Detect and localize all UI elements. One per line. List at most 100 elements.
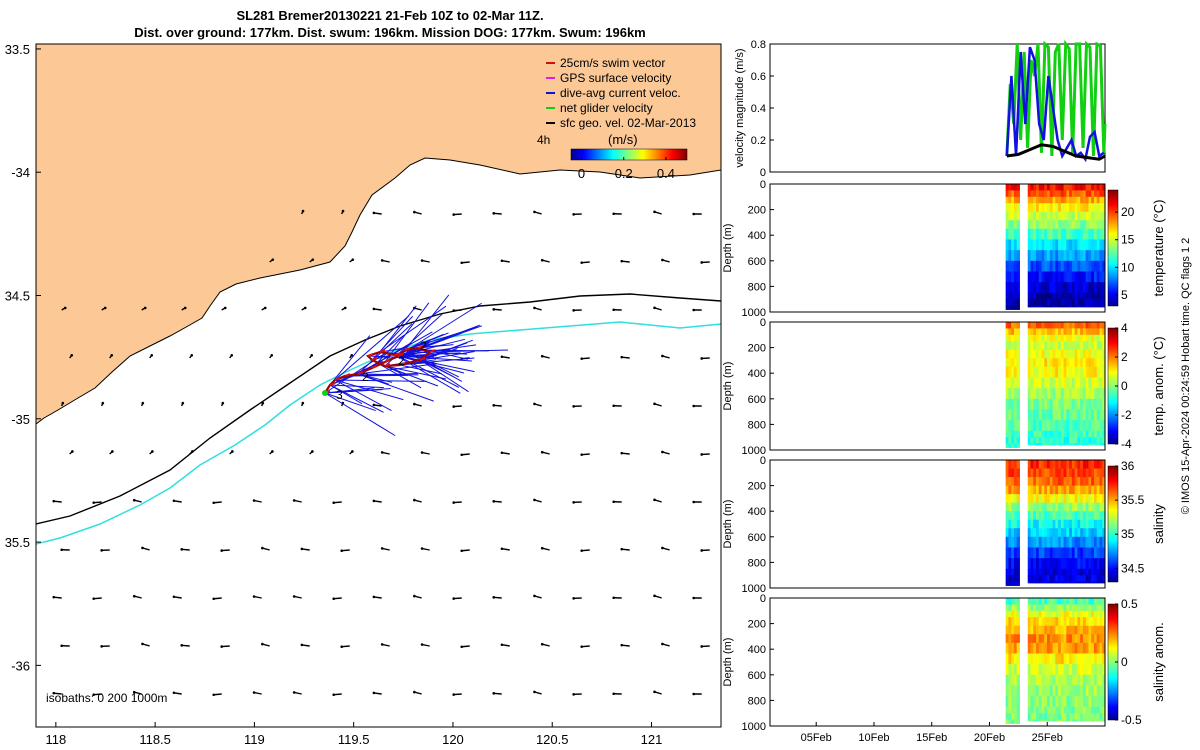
velocity-vector xyxy=(53,692,62,695)
section-cell xyxy=(1033,322,1037,329)
section-cell xyxy=(1060,305,1065,308)
section-cell xyxy=(1033,477,1037,487)
section-cell xyxy=(1011,485,1015,495)
section-cell xyxy=(1008,610,1012,618)
section-cell xyxy=(1096,468,1100,478)
section-cell xyxy=(1027,366,1031,378)
velocity-vector xyxy=(373,692,382,695)
section-cell xyxy=(1011,437,1015,445)
velocity-vector xyxy=(373,596,382,599)
section-cell xyxy=(1036,653,1040,665)
section-cell xyxy=(1085,388,1089,400)
velocity-vector-head xyxy=(92,693,96,696)
section-cell xyxy=(1044,528,1048,538)
section-cell xyxy=(1033,536,1037,548)
section-cell xyxy=(1096,598,1100,605)
section-cell xyxy=(1011,581,1015,586)
section-cell xyxy=(1085,536,1089,548)
velocity-vector-head xyxy=(653,690,656,694)
section-cell xyxy=(1044,558,1048,570)
section-cell xyxy=(1074,260,1078,272)
section-cell xyxy=(1044,519,1048,529)
section-cell xyxy=(1044,706,1048,714)
section-cell xyxy=(1008,617,1012,627)
section-cell xyxy=(1082,409,1087,421)
section-cell xyxy=(1093,190,1098,198)
section-cell xyxy=(1085,260,1089,272)
section-cell xyxy=(1082,625,1087,635)
section-cell xyxy=(1099,502,1103,512)
section-cell xyxy=(1027,220,1031,230)
section-cell xyxy=(1011,460,1015,470)
section-cell xyxy=(1077,377,1081,389)
section-cell xyxy=(1080,409,1084,421)
section-cell xyxy=(1013,358,1018,368)
section-cell xyxy=(1060,610,1065,618)
section-cell xyxy=(1085,610,1089,618)
section-cell xyxy=(1055,282,1059,294)
section-cell xyxy=(1102,203,1106,213)
dive-avg-current-vector xyxy=(324,392,396,437)
section-cell xyxy=(1080,610,1084,618)
map-x-tick-label: 118 xyxy=(45,732,66,747)
section-cell xyxy=(1102,305,1106,308)
depth-tick-label: 800 xyxy=(748,695,766,707)
section-cell xyxy=(1011,388,1015,400)
section-cell xyxy=(1049,377,1054,389)
section-cell xyxy=(1080,719,1084,722)
section-cell xyxy=(1074,485,1078,495)
section-cell xyxy=(1044,228,1048,240)
section-cell xyxy=(1102,409,1106,421)
section-cell xyxy=(1027,334,1031,342)
section-cell xyxy=(1063,685,1067,697)
section-cell xyxy=(1088,299,1092,307)
section-cell xyxy=(1052,653,1056,665)
section-cell xyxy=(1041,328,1045,336)
section-cell xyxy=(1047,260,1051,272)
section-cell xyxy=(1013,696,1018,708)
section-cell xyxy=(1080,617,1084,627)
section-cell xyxy=(1027,282,1031,294)
section-cell xyxy=(1058,334,1062,342)
section-cell xyxy=(1085,358,1089,368)
section-cell xyxy=(1069,685,1073,697)
section-cell xyxy=(1080,377,1084,389)
velocity-vector-head xyxy=(533,402,536,406)
section-cell xyxy=(1016,568,1020,576)
section-cell xyxy=(1013,437,1018,445)
section-cell xyxy=(1011,398,1015,410)
section-cell xyxy=(1063,228,1067,240)
section-cell xyxy=(1038,349,1043,359)
section-cell xyxy=(1063,485,1067,495)
section-cell xyxy=(1077,388,1081,400)
section-cell xyxy=(1027,485,1031,495)
section-cell xyxy=(1036,196,1040,204)
section-cell xyxy=(1060,468,1065,478)
section-cell xyxy=(1082,494,1087,504)
section-cell xyxy=(1033,239,1037,251)
section-cell xyxy=(1047,358,1051,368)
section-cell xyxy=(1077,625,1081,635)
section-cell xyxy=(1088,713,1092,721)
section-cell xyxy=(1074,420,1078,432)
section-cell xyxy=(1027,713,1031,721)
section-cell xyxy=(1055,220,1059,230)
section-cell xyxy=(1027,358,1031,368)
section-cell xyxy=(1102,502,1106,512)
section-cell xyxy=(1085,568,1089,576)
section-cell xyxy=(1008,260,1012,272)
section-cell xyxy=(1049,250,1054,262)
section-cell xyxy=(1027,239,1031,251)
section-cell xyxy=(1036,519,1040,529)
section-cell xyxy=(1044,581,1048,584)
section-cell xyxy=(1027,706,1031,714)
section-cell xyxy=(1049,696,1054,708)
section-cell xyxy=(1008,299,1012,307)
section-cell xyxy=(1044,511,1048,521)
section-cell xyxy=(1074,250,1078,262)
velocity-vector-head xyxy=(533,498,536,502)
velocity-vector-head xyxy=(212,501,216,505)
section-cell xyxy=(1077,568,1081,576)
section-cell xyxy=(1044,696,1048,708)
velocity-vector-head xyxy=(492,596,496,599)
